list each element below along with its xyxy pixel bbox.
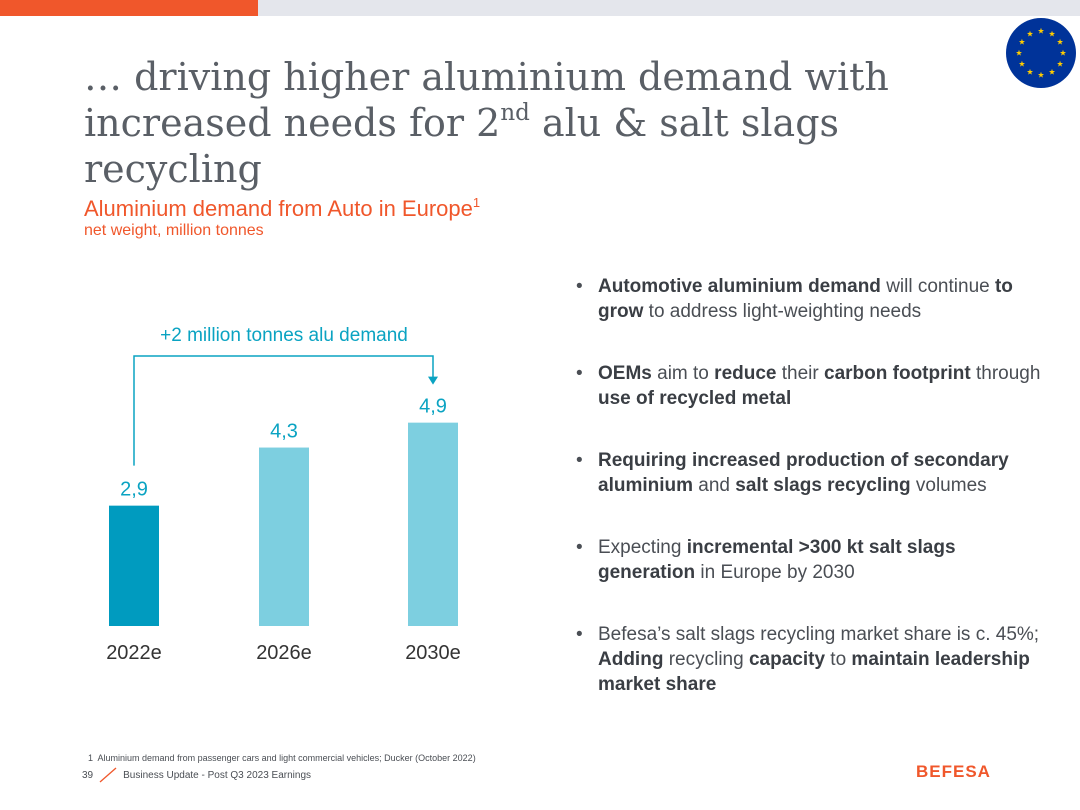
bar-2026e bbox=[259, 447, 309, 626]
title-line-2-start: increased needs for 2 bbox=[84, 101, 501, 145]
eu-star-icon bbox=[1048, 68, 1056, 75]
growth-annotation: +2 million tonnes alu demand bbox=[160, 325, 408, 346]
bullet-text: to bbox=[825, 649, 852, 670]
bullet-text: Befesa’s salt slags recycling market sha… bbox=[598, 624, 1040, 645]
eu-star-icon bbox=[1018, 38, 1025, 45]
top-bar bbox=[0, 0, 1080, 16]
eu-star-icon bbox=[1059, 49, 1067, 56]
bar-2030e bbox=[408, 422, 458, 626]
bullet-item: Requiring increased production of second… bbox=[576, 448, 1046, 498]
arrow-down-icon bbox=[428, 376, 438, 385]
bullet-emphasis: maintain leadership market share bbox=[598, 649, 1030, 695]
bullet-item: Befesa’s salt slags recycling market sha… bbox=[576, 622, 1046, 697]
eu-star-icon bbox=[1057, 38, 1064, 45]
category-label-2022e: 2022e bbox=[106, 642, 162, 664]
bullet-text: volumes bbox=[910, 475, 987, 496]
bullet-emphasis: incremental >300 kt salt slags generatio… bbox=[598, 537, 956, 583]
bullet-emphasis: to grow bbox=[598, 276, 1013, 322]
footnote-text: Aluminium demand from passenger cars and… bbox=[97, 753, 476, 763]
page-title: … driving higher aluminium demand with i… bbox=[84, 54, 1004, 192]
chart-title-footnote-marker: 1 bbox=[472, 195, 481, 210]
slash-icon bbox=[99, 767, 117, 783]
title-line-2-end: alu & salt slags recycling bbox=[84, 101, 840, 191]
chart-subtitle: net weight, million tonnes bbox=[84, 222, 264, 239]
bullet-text: Expecting bbox=[598, 537, 687, 558]
value-label-2030e: 4,9 bbox=[419, 396, 447, 418]
bullet-emphasis: Requiring increased production of second… bbox=[598, 450, 1009, 496]
footnote: 1 Aluminium demand from passenger cars a… bbox=[88, 753, 476, 763]
page-number: 39 bbox=[82, 769, 94, 781]
top-bar-accent bbox=[0, 0, 258, 16]
bullet-item: OEMs aim to reduce their carbon footprin… bbox=[576, 361, 1046, 411]
bullet-emphasis: capacity bbox=[748, 649, 826, 670]
title-line-1: … driving higher aluminium demand with bbox=[84, 55, 889, 99]
chart-title-text: Aluminium demand from Auto in Europe bbox=[84, 196, 473, 221]
bullet-emphasis: OEMs bbox=[598, 363, 652, 384]
bar-chart: +2 million tonnes alu demand 2,9 2022e 4,3… bbox=[106, 325, 461, 664]
category-label-2026e: 2026e bbox=[256, 642, 312, 664]
eu-star-icon bbox=[1037, 27, 1045, 34]
bullet-emphasis: carbon footprint bbox=[824, 363, 971, 384]
bracket-line bbox=[133, 355, 434, 466]
bullet-emphasis: Adding bbox=[598, 649, 664, 670]
category-label-2030e: 2030e bbox=[405, 642, 461, 664]
bullet-text: to address light-weighting needs bbox=[643, 301, 922, 322]
eu-star-icon bbox=[1057, 60, 1064, 67]
bullet-emphasis: Automotive aluminium demand bbox=[598, 276, 881, 297]
bullet-text: recycling bbox=[663, 649, 749, 670]
bullet-emphasis: salt slags recycling bbox=[735, 475, 911, 496]
befesa-logo: BEFESA bbox=[916, 762, 991, 781]
bullet-text: in Europe by 2030 bbox=[695, 562, 855, 583]
eu-star-icon bbox=[1026, 68, 1034, 75]
eu-star-icon bbox=[1018, 60, 1025, 67]
bullet-item: Automotive aluminium demand will continu… bbox=[576, 274, 1046, 324]
value-label-2022e: 2,9 bbox=[120, 479, 148, 501]
bullet-emphasis: use of recycled metal bbox=[598, 388, 792, 409]
footnote-marker: 1 bbox=[88, 753, 94, 763]
bullet-text: will continue bbox=[880, 276, 995, 297]
bullet-list: Automotive aluminium demand will continu… bbox=[576, 274, 1046, 697]
value-label-2026e: 4,3 bbox=[270, 421, 298, 443]
bullet-text: aim to bbox=[651, 363, 715, 384]
bullet-text: their bbox=[776, 363, 825, 384]
eu-star-icon bbox=[1026, 30, 1034, 37]
bullet-text: and bbox=[693, 475, 736, 496]
chart-title: Aluminium demand from Auto in Europe1 bbox=[84, 195, 481, 222]
growth-bracket bbox=[133, 355, 438, 466]
document-title: Business Update - Post Q3 2023 Earnings bbox=[123, 769, 312, 781]
bullet-text: through bbox=[970, 363, 1041, 384]
bullet-emphasis: reduce bbox=[714, 363, 777, 384]
eu-star-icon bbox=[1037, 71, 1045, 78]
bullet-item: Expecting incremental >300 kt salt slags… bbox=[576, 535, 1046, 585]
eu-flag-icon bbox=[1006, 18, 1076, 88]
footer: 39 Business Update - Post Q3 2023 Earnin… bbox=[82, 766, 311, 784]
eu-star-icon bbox=[1048, 30, 1056, 37]
eu-star-icon bbox=[1015, 49, 1023, 56]
title-superscript: nd bbox=[500, 100, 530, 126]
bar-2022e bbox=[109, 505, 159, 626]
